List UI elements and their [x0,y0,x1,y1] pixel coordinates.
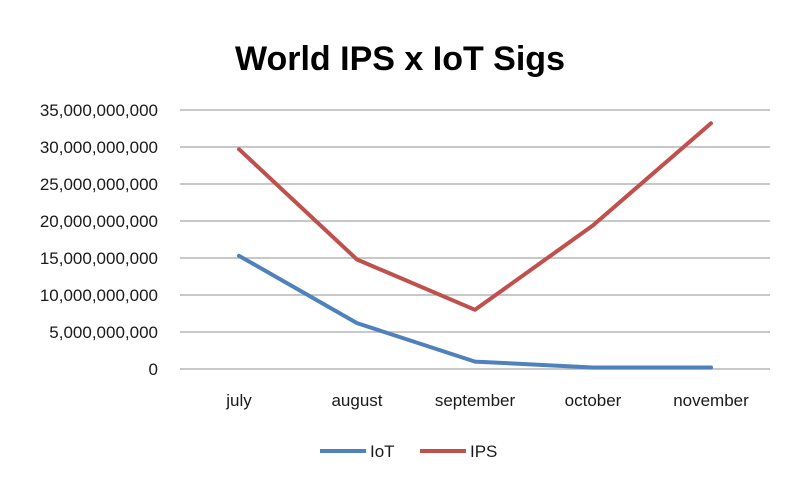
y-tick-label: 15,000,000,000 [40,249,158,268]
series-line-ips [237,121,713,312]
y-tick-label: 0 [149,360,158,379]
y-tick-label: 35,000,000,000 [40,101,158,120]
series-lines [237,121,713,370]
y-tick-label: 5,000,000,000 [49,323,158,342]
x-tick-label: july [225,391,252,410]
y-tick-label: 25,000,000,000 [40,175,158,194]
legend-label: IPS [470,442,497,461]
legend-label: IoT [370,442,395,461]
legend: IoT IPS [320,442,497,461]
y-tick-label: 10,000,000,000 [40,286,158,305]
x-tick-label: august [331,391,382,410]
chart-title: World IPS x IoT Sigs [235,40,565,78]
y-tick-label: 20,000,000,000 [40,212,158,231]
legend-item-ips: IPS [420,442,497,461]
y-tick-label: 30,000,000,000 [40,138,158,157]
y-axis-tick-labels: 0 5,000,000,000 10,000,000,000 15,000,000,0… [40,101,158,379]
legend-item-iot: IoT [320,442,395,461]
x-tick-label: september [435,391,516,410]
series-line-iot [237,253,713,370]
x-axis-tick-labels: july august september october november [225,391,749,410]
x-tick-label: november [673,391,749,410]
x-tick-label: october [565,391,622,410]
